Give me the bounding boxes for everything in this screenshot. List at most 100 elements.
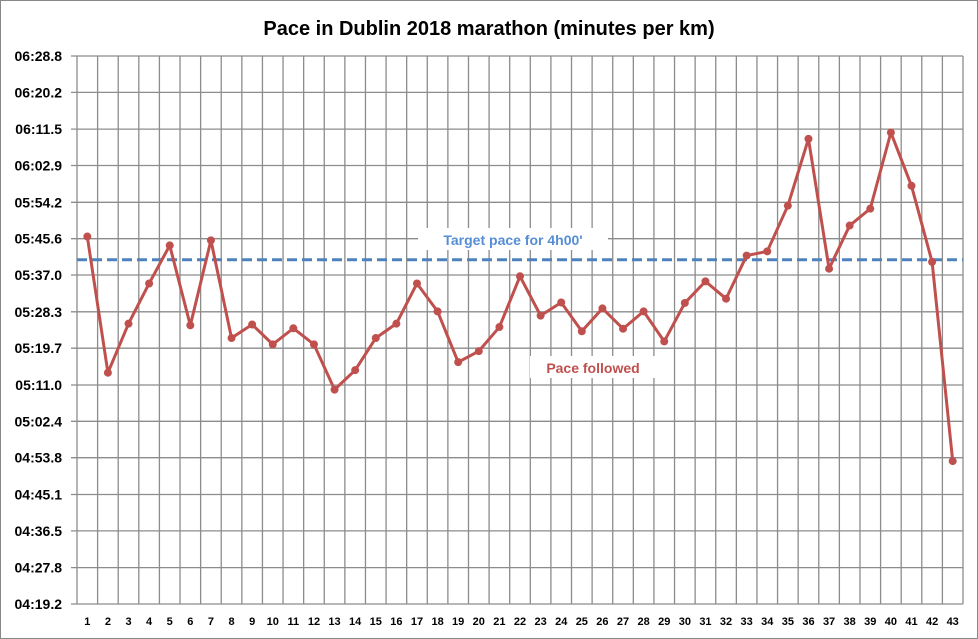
- x-tick-label: 14: [349, 616, 362, 628]
- y-tick-label: 04:19.2: [15, 596, 63, 612]
- data-point: [598, 304, 607, 313]
- target-pace-label: Target pace for 4h00': [443, 232, 582, 248]
- data-point: [680, 298, 689, 307]
- x-tick-label: 3: [125, 616, 131, 628]
- x-tick-label: 1: [84, 616, 90, 628]
- x-tick-label: 20: [473, 616, 485, 628]
- y-tick-label: 06:02.9: [15, 158, 63, 174]
- data-point: [495, 323, 504, 332]
- data-point: [886, 128, 895, 137]
- x-tick-label: 21: [493, 616, 505, 628]
- target-pace-label-bg: [418, 228, 608, 250]
- data-point: [701, 277, 710, 286]
- data-point: [145, 279, 154, 288]
- x-tick-label: 9: [249, 616, 255, 628]
- x-tick-label: 28: [638, 616, 650, 628]
- y-tick-label: 05:54.2: [15, 194, 63, 210]
- data-point: [804, 134, 813, 143]
- x-tick-label: 11: [288, 616, 300, 628]
- y-tick-label: 06:11.5: [15, 121, 62, 137]
- data-point: [722, 294, 731, 303]
- x-tick-label: 12: [308, 616, 320, 628]
- y-tick-label: 04:36.5: [15, 523, 63, 539]
- x-tick-label: 19: [452, 616, 464, 628]
- data-point: [639, 307, 648, 316]
- data-point: [433, 307, 442, 316]
- data-point: [351, 366, 360, 375]
- series-pace-followed: [83, 128, 957, 466]
- data-point: [577, 327, 586, 336]
- data-point: [783, 201, 792, 210]
- x-tick-label: 6: [187, 616, 193, 628]
- data-point: [268, 340, 277, 349]
- x-tick-label: 18: [431, 616, 443, 628]
- x-tick-label: 42: [926, 616, 938, 628]
- x-tick-label: 39: [864, 616, 876, 628]
- data-point: [660, 337, 669, 346]
- x-tick-label: 27: [617, 616, 629, 628]
- data-point: [474, 347, 483, 356]
- data-point: [309, 340, 318, 349]
- data-point: [454, 358, 463, 367]
- y-tick-label: 05:28.3: [15, 304, 63, 320]
- x-tick-label: 7: [208, 616, 214, 628]
- data-point: [330, 385, 339, 394]
- x-tick-label: 22: [514, 616, 526, 628]
- data-point: [186, 321, 195, 330]
- pace-followed-label: Pace followed: [546, 360, 639, 376]
- y-axis-ticks: 06:28.8 06:20.2 06:11.5 06:02.9 05:54.2 05:45…: [15, 48, 63, 612]
- x-tick-label: 23: [534, 616, 546, 628]
- y-tick-label: 04:53.8: [15, 450, 63, 466]
- x-tick-label: 16: [390, 616, 402, 628]
- pace-followed-label-bg: [530, 356, 656, 378]
- x-tick-label: 10: [267, 616, 279, 628]
- data-point: [124, 319, 133, 328]
- data-point: [165, 241, 174, 250]
- data-point: [227, 334, 236, 343]
- data-point: [392, 319, 401, 328]
- x-tick-label: 24: [555, 616, 568, 628]
- y-tick-label: 05:45.6: [15, 231, 63, 247]
- y-tick-label: 05:02.4: [15, 413, 63, 429]
- x-tick-label: 8: [228, 616, 234, 628]
- data-point: [845, 221, 854, 230]
- grid: [71, 55, 964, 605]
- x-tick-label: 25: [576, 616, 588, 628]
- x-tick-label: 29: [658, 616, 670, 628]
- data-point: [248, 320, 257, 329]
- x-tick-label: 4: [146, 616, 153, 628]
- chart-title: Pace in Dublin 2018 marathon (minutes pe…: [263, 18, 714, 40]
- y-tick-label: 05:19.7: [15, 340, 63, 356]
- x-tick-label: 30: [679, 616, 691, 628]
- data-point: [371, 334, 380, 343]
- x-tick-label: 17: [411, 616, 423, 628]
- x-tick-label: 13: [328, 616, 340, 628]
- data-point: [825, 264, 834, 273]
- data-point: [557, 298, 566, 307]
- data-point: [866, 204, 875, 213]
- y-tick-label: 04:27.8: [15, 560, 63, 576]
- data-point: [289, 324, 298, 333]
- x-axis-ticks: 1 2 3 4 5 6 7 8 9 10 11 12 13 14 15 16 17 18 19 20 21 22 23 24 2…: [84, 616, 959, 628]
- y-tick-label: 06:20.2: [15, 84, 63, 100]
- data-point: [763, 247, 772, 256]
- x-tick-label: 34: [761, 616, 774, 628]
- data-point: [536, 311, 545, 320]
- x-tick-label: 38: [844, 616, 856, 628]
- x-tick-label: 43: [947, 616, 959, 628]
- data-point: [206, 236, 215, 245]
- data-point: [83, 232, 92, 241]
- data-point: [742, 251, 751, 260]
- x-tick-label: 35: [782, 616, 794, 628]
- x-tick-label: 40: [885, 616, 897, 628]
- data-point: [516, 272, 524, 281]
- data-point: [619, 324, 628, 333]
- x-tick-label: 41: [905, 616, 917, 628]
- data-point: [907, 181, 916, 190]
- data-point: [928, 257, 937, 266]
- data-point: [103, 368, 112, 377]
- x-tick-label: 33: [741, 616, 753, 628]
- y-tick-label: 05:37.0: [15, 267, 63, 283]
